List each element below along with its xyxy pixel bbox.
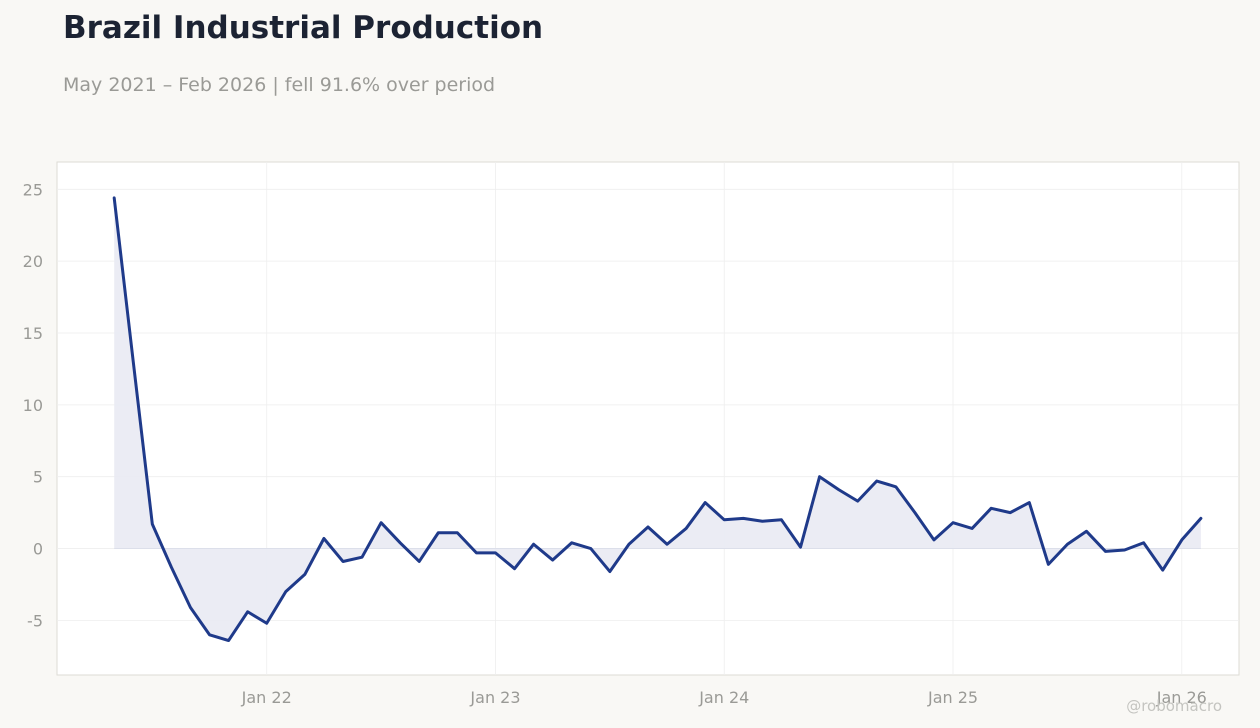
data-point bbox=[112, 196, 116, 200]
data-point bbox=[455, 531, 459, 535]
data-point bbox=[665, 542, 669, 546]
data-point bbox=[360, 555, 364, 559]
data-point bbox=[417, 559, 421, 563]
data-point bbox=[436, 531, 440, 535]
data-point bbox=[818, 475, 822, 479]
data-point bbox=[208, 633, 212, 637]
x-tick-label: Jan 25 bbox=[927, 688, 978, 707]
data-point bbox=[608, 570, 612, 574]
data-point bbox=[970, 526, 974, 530]
data-point bbox=[894, 485, 898, 489]
chart-title: Brazil Industrial Production bbox=[63, 10, 544, 46]
data-point bbox=[570, 541, 574, 545]
data-point bbox=[722, 518, 726, 522]
data-point bbox=[875, 479, 879, 483]
data-point bbox=[322, 536, 326, 540]
series-line-layer bbox=[112, 196, 1203, 643]
y-tick-label: 10 bbox=[23, 396, 43, 415]
x-tick-label: Jan 26 bbox=[1156, 688, 1207, 707]
data-point bbox=[951, 521, 955, 525]
data-point bbox=[989, 506, 993, 510]
y-tick-label: 25 bbox=[23, 180, 43, 199]
data-point bbox=[684, 526, 688, 530]
y-tick-label: 20 bbox=[23, 252, 43, 271]
data-point bbox=[1180, 538, 1184, 542]
data-point bbox=[1027, 501, 1031, 505]
data-point bbox=[1142, 541, 1146, 545]
data-point bbox=[1161, 568, 1165, 572]
data-point bbox=[1065, 542, 1069, 546]
data-point bbox=[703, 501, 707, 505]
x-tick-label: Jan 22 bbox=[241, 688, 292, 707]
series-line bbox=[112, 196, 1203, 643]
x-tick-label: Jan 23 bbox=[469, 688, 520, 707]
data-point bbox=[398, 541, 402, 545]
y-tick-label: 5 bbox=[33, 468, 43, 487]
data-point bbox=[246, 610, 250, 614]
y-tick-label: 0 bbox=[33, 540, 43, 559]
data-point bbox=[779, 518, 783, 522]
data-point bbox=[265, 621, 269, 625]
chart-subtitle: May 2021 – Feb 2026 | fell 91.6% over pe… bbox=[63, 74, 496, 96]
data-point bbox=[1008, 511, 1012, 515]
data-point bbox=[741, 516, 745, 520]
data-point bbox=[169, 565, 173, 569]
data-point bbox=[856, 499, 860, 503]
data-point bbox=[188, 605, 192, 609]
data-point bbox=[284, 590, 288, 594]
data-point bbox=[913, 511, 917, 515]
data-point bbox=[646, 525, 650, 529]
data-point bbox=[932, 538, 936, 542]
y-axis-ticks: -5 0 5 10 15 20 25 bbox=[23, 180, 43, 630]
data-point bbox=[474, 551, 478, 555]
data-point bbox=[227, 639, 231, 643]
data-point bbox=[493, 551, 497, 555]
y-tick-label: -5 bbox=[27, 611, 43, 630]
data-point bbox=[1123, 548, 1127, 552]
data-point bbox=[589, 547, 593, 551]
data-point bbox=[760, 519, 764, 523]
data-point bbox=[513, 567, 517, 571]
data-point bbox=[379, 521, 383, 525]
data-point bbox=[1104, 549, 1108, 553]
data-point bbox=[627, 542, 631, 546]
data-point bbox=[799, 545, 803, 549]
data-point bbox=[150, 522, 154, 526]
data-point bbox=[551, 558, 555, 562]
x-axis-ticks: Jan 22 Jan 23 Jan 24 Jan 25 Jan 26 bbox=[241, 688, 1207, 707]
data-point bbox=[303, 572, 307, 576]
data-point bbox=[532, 542, 536, 546]
y-tick-label: 15 bbox=[23, 324, 43, 343]
data-point bbox=[1084, 529, 1088, 533]
x-tick-label: Jan 24 bbox=[698, 688, 749, 707]
data-point bbox=[1199, 516, 1203, 520]
data-point bbox=[341, 559, 345, 563]
data-point bbox=[131, 360, 135, 364]
watermark-label: @robomacro bbox=[1126, 697, 1222, 715]
data-point bbox=[837, 488, 841, 492]
data-point bbox=[1046, 562, 1050, 566]
